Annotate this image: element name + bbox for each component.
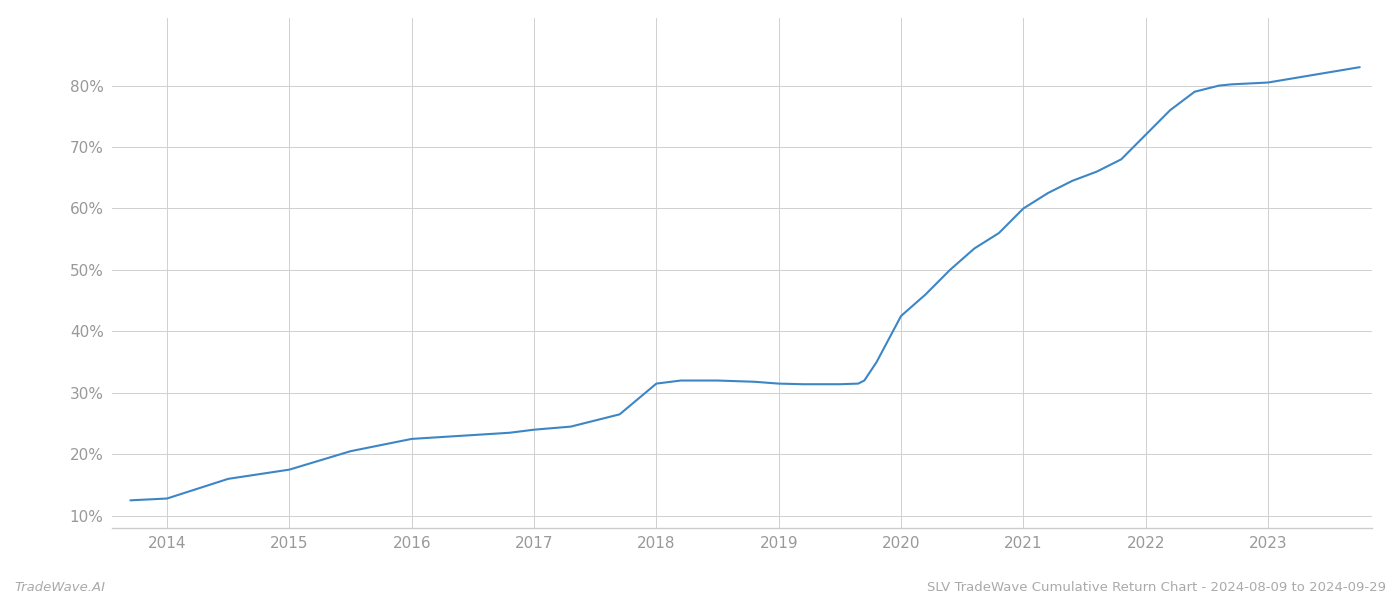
Text: SLV TradeWave Cumulative Return Chart - 2024-08-09 to 2024-09-29: SLV TradeWave Cumulative Return Chart - … <box>927 581 1386 594</box>
Text: TradeWave.AI: TradeWave.AI <box>14 581 105 594</box>
